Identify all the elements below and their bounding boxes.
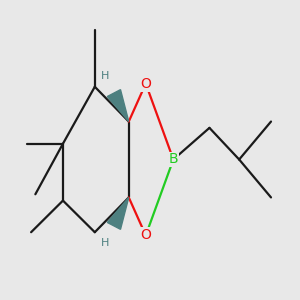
Polygon shape <box>107 197 129 229</box>
Text: O: O <box>140 228 151 242</box>
Text: B: B <box>169 152 178 167</box>
Text: O: O <box>140 76 151 91</box>
Polygon shape <box>107 90 129 122</box>
Text: H: H <box>101 238 109 248</box>
Text: H: H <box>101 71 109 81</box>
